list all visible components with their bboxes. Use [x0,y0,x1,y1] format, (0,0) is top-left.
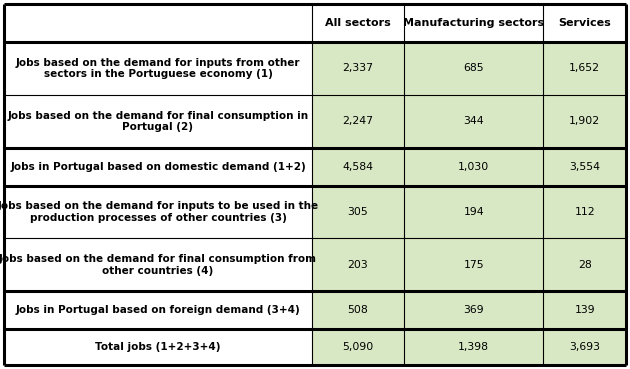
Text: Jobs in Portugal based on foreign demand (3+4): Jobs in Portugal based on foreign demand… [16,305,301,315]
Text: 2,247: 2,247 [343,116,374,126]
Text: All sectors: All sectors [325,18,391,28]
Text: 203: 203 [348,260,369,270]
Text: Services: Services [558,18,611,28]
Text: 139: 139 [575,305,595,315]
Text: 1,030: 1,030 [458,162,490,172]
Text: 112: 112 [575,207,595,217]
Text: 1,652: 1,652 [569,63,600,73]
Text: 5,090: 5,090 [342,342,374,352]
Text: Jobs based on the demand for inputs from other
sectors in the Portuguese economy: Jobs based on the demand for inputs from… [16,58,300,79]
Text: Jobs in Portugal based on domestic demand (1+2): Jobs in Portugal based on domestic deman… [10,162,306,172]
Text: 508: 508 [348,305,369,315]
Text: 175: 175 [463,260,484,270]
Text: 194: 194 [463,207,484,217]
Text: 369: 369 [463,305,484,315]
Text: Jobs based on the demand for final consumption from
other countries (4): Jobs based on the demand for final consu… [0,254,317,276]
Text: 344: 344 [463,116,484,126]
Text: 685: 685 [463,63,484,73]
Text: 3,554: 3,554 [569,162,600,172]
Text: 3,693: 3,693 [569,342,600,352]
Text: Manufacturing sectors: Manufacturing sectors [403,18,544,28]
Text: Jobs based on the demand for final consumption in
Portugal (2): Jobs based on the demand for final consu… [8,111,309,132]
Text: 1,902: 1,902 [569,116,600,126]
Text: 2,337: 2,337 [343,63,374,73]
Text: Jobs based on the demand for inputs to be used in the
production processes of ot: Jobs based on the demand for inputs to b… [0,201,319,223]
Text: 1,398: 1,398 [458,342,489,352]
Text: 28: 28 [578,260,592,270]
Text: Total jobs (1+2+3+4): Total jobs (1+2+3+4) [95,342,220,352]
Text: 305: 305 [348,207,369,217]
Text: 4,584: 4,584 [343,162,374,172]
